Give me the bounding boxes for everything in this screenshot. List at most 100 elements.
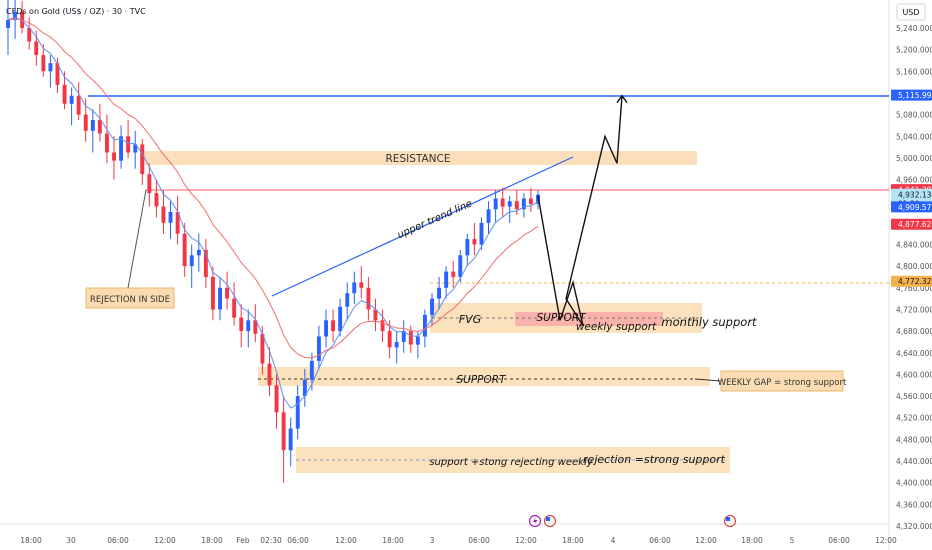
price-badge <box>891 275 932 287</box>
candle-body <box>55 63 60 85</box>
x-tick-label: 18:00 <box>562 536 584 545</box>
candle-body <box>13 11 17 20</box>
candle-body <box>48 63 53 72</box>
candle-body <box>203 249 208 277</box>
candle-body <box>288 428 293 451</box>
price-badge <box>891 201 932 213</box>
candle-body <box>437 287 441 299</box>
candle-body <box>324 320 328 337</box>
candle-body <box>500 198 505 207</box>
y-tick-label: 4,320.000 <box>896 522 932 531</box>
candle-body <box>529 198 533 204</box>
candle-body <box>69 95 74 104</box>
candle-body <box>366 287 371 310</box>
candle-body <box>62 84 67 104</box>
x-tick-label: Feb <box>236 536 250 545</box>
candle-body <box>302 379 307 396</box>
price-badge-label: 5,115.997 <box>898 91 932 100</box>
y-tick-label: 4,800.000 <box>896 262 932 271</box>
symbol-title[interactable]: CFDs on Gold (US$ / OZ) · 30 · TVC <box>6 7 146 16</box>
y-tick-label: 4,520.000 <box>896 414 932 423</box>
candle-body <box>274 385 279 413</box>
x-tick-label: 4 <box>611 536 616 545</box>
price-badges: 5,115.9974,941.3804,932.13001:294,909.57… <box>891 89 932 287</box>
projection-path <box>537 94 628 327</box>
y-tick-label: 4,680.000 <box>896 327 932 336</box>
y-tick-label: 4,360.000 <box>896 500 932 509</box>
y-tick-label: 4,960.000 <box>896 176 932 185</box>
y-tick-label: 4,640.000 <box>896 349 932 358</box>
candle-body <box>189 255 194 267</box>
candle-body <box>423 314 427 337</box>
y-tick-label: 4,600.000 <box>896 370 932 379</box>
y-tick-label: 5,040.000 <box>896 132 932 141</box>
candle-body <box>493 198 498 210</box>
support-small-label: SUPPORT <box>537 312 588 324</box>
candle-body <box>451 271 456 277</box>
candle-body <box>281 412 286 451</box>
candle-body <box>394 342 399 348</box>
candle-body <box>295 396 300 429</box>
x-tick-label: 5 <box>790 536 795 545</box>
candle-body <box>246 320 251 332</box>
candle-body <box>479 222 484 245</box>
candle-body <box>218 287 222 310</box>
upper-trend-line <box>271 156 574 297</box>
candle-body <box>97 120 102 134</box>
fast-ma-line <box>7 16 539 409</box>
y-tick-label: 4,560.000 <box>896 392 932 401</box>
candle-body <box>27 28 32 42</box>
currency-box[interactable] <box>896 3 926 21</box>
candle-body <box>486 209 491 223</box>
currency-label[interactable]: USD <box>902 8 919 17</box>
candle-body <box>359 282 364 288</box>
moving-averages <box>7 16 539 409</box>
y-tick-label: 4,440.000 <box>896 457 932 466</box>
candle-body <box>140 144 145 175</box>
weekly-gap-pointer <box>694 378 722 382</box>
candle-body <box>76 95 81 115</box>
candle-body <box>444 271 449 288</box>
bottom-zone-label-1: support +stong rejecting weekly <box>429 457 593 468</box>
candle-body <box>514 201 519 210</box>
x-axis-ticks: 18:00 30 06:00 12:00 18:00 Feb 02:30 06:00 12:00… <box>20 536 897 545</box>
candle-body <box>34 41 39 55</box>
x-tick-label: 30 <box>66 536 76 545</box>
candle-body <box>352 282 357 294</box>
x-tick-label: 12:00 <box>695 536 717 545</box>
resistance-zone <box>140 151 697 165</box>
us-flag-icon-canton <box>546 517 550 521</box>
y-tick-label: 5,000.000 <box>896 154 932 163</box>
y-tick-label: 4,400.000 <box>896 479 932 488</box>
candle-body <box>458 255 463 277</box>
candle-body <box>196 249 201 256</box>
x-tick-label: 02:30 <box>260 536 282 545</box>
candle-body <box>126 136 131 153</box>
candle-body <box>317 336 321 361</box>
lightning-icon-bolt <box>533 517 538 525</box>
candle-body <box>380 320 385 332</box>
candle-body <box>521 198 526 210</box>
candle-body <box>331 320 335 332</box>
x-tick-label: 18:00 <box>741 536 763 545</box>
slow-ma-line <box>7 18 539 359</box>
x-tick-label: 12:00 <box>875 536 897 545</box>
candle-body <box>507 201 512 207</box>
price-badge <box>891 218 932 230</box>
candle-body <box>119 136 123 161</box>
x-tick-label: 12:00 <box>154 536 176 545</box>
y-tick-label: 5,240.000 <box>896 24 932 33</box>
candle-body <box>260 333 265 364</box>
monthly-support-label: monthly support <box>661 315 757 329</box>
x-tick-label: 12:00 <box>515 536 537 545</box>
candle-body <box>465 239 470 256</box>
candle-body <box>415 336 420 345</box>
weekly-support-label: weekly support <box>576 321 657 333</box>
support-zone <box>258 367 710 386</box>
x-tick-label: 06:00 <box>649 536 671 545</box>
fvg-label: FVG <box>459 313 481 326</box>
rejection-label: REJECTION IN SIDE <box>90 295 170 305</box>
candle-body <box>161 206 166 223</box>
y-axis-ticks: 5,240.0005,200.0005,160.0005,120.0005,08… <box>896 24 932 531</box>
